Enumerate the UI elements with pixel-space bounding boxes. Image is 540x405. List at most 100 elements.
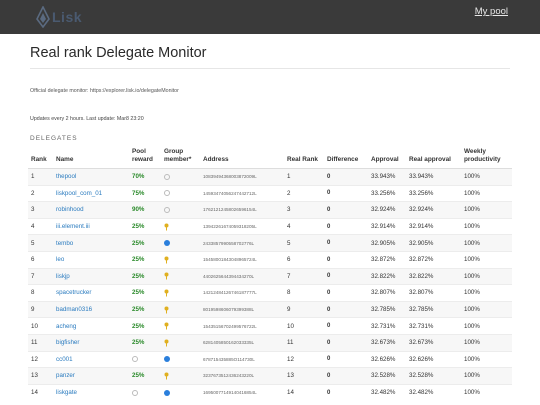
group-member-cell xyxy=(161,333,200,352)
name-cell: bigfisher xyxy=(53,333,129,352)
group-member-dot-icon xyxy=(164,240,170,247)
table-header-row: Rank Name Pool reward Group member* Addr… xyxy=(28,148,512,169)
delegate-link[interactable]: acheng xyxy=(56,322,77,330)
header-real-approval[interactable]: Real approval xyxy=(406,148,461,169)
pool-reward-value: 25% xyxy=(132,322,145,330)
group-member-cell xyxy=(161,284,200,302)
productivity-cell: 100% xyxy=(461,367,512,385)
difference-cell: 0 xyxy=(324,367,368,385)
difference-cell: 0 xyxy=(324,217,368,235)
header-group-member[interactable]: Group member* xyxy=(161,148,200,169)
pool-reward-cell: 25% xyxy=(129,217,161,235)
address-cell: 14212484126746187777L xyxy=(200,284,284,302)
delegate-link[interactable]: spacetrucker xyxy=(56,289,92,297)
difference-cell: 0 xyxy=(324,184,368,202)
header-approval[interactable]: Approval xyxy=(368,148,406,169)
real-approval-cell: 32.905% xyxy=(406,234,461,252)
group-member-cell xyxy=(161,217,200,235)
group-member-pin-icon xyxy=(164,306,169,314)
header-productivity[interactable]: Weekly productivity xyxy=(461,148,512,169)
address-cell: 14593474056247442712L xyxy=(200,184,284,202)
pool-reward-cell: 25% xyxy=(129,284,161,302)
pool-reward-empty-icon xyxy=(132,389,138,396)
name-cell: liskpool_com_01 xyxy=(53,184,129,202)
header-pool-reward[interactable]: Pool reward xyxy=(129,148,161,169)
approval-cell: 33.256% xyxy=(368,184,406,202)
productivity-cell: 100% xyxy=(461,234,512,252)
rank-cell: 8 xyxy=(28,284,53,302)
difference-cell: 0 xyxy=(324,250,368,269)
delegate-link[interactable]: robinhood xyxy=(56,206,84,214)
productivity-cell: 100% xyxy=(461,300,512,318)
real-approval-cell: 33.943% xyxy=(406,168,461,186)
productivity-cell: 100% xyxy=(461,250,512,269)
productivity-cell: 100% xyxy=(461,184,512,202)
difference-cell: 0 xyxy=(324,383,368,401)
header-real-rank[interactable]: Real Rank xyxy=(284,148,324,169)
group-member-empty-icon xyxy=(164,190,170,197)
table-row: 12 cc001 678715435885O114730L 12 0 32.626% 32.… xyxy=(28,350,512,368)
delegate-link[interactable]: liskgate xyxy=(56,389,77,397)
pool-reward-cell: 70% xyxy=(129,168,161,186)
delegate-link[interactable]: bigfisher xyxy=(56,339,80,347)
approval-cell: 33.943% xyxy=(368,168,406,186)
group-member-pin-icon xyxy=(164,256,169,264)
group-member-pin-icon xyxy=(164,372,169,380)
pool-reward-cell: 25% xyxy=(129,367,161,385)
address-cell: 17621212458026596154L xyxy=(200,201,284,219)
group-member-cell xyxy=(161,383,200,401)
rank-cell: 7 xyxy=(28,267,53,285)
table-row: 8 spacetrucker 25% 14212484126746187777L 8 0 3… xyxy=(28,284,512,302)
header-name[interactable]: Name xyxy=(53,148,129,169)
real-rank-cell: 5 xyxy=(284,234,324,252)
delegate-link[interactable]: cc001 xyxy=(56,355,73,363)
header-rank[interactable]: Rank xyxy=(28,148,53,169)
table-row: 3 robinhood 90% 17621212458026596154L 3 0 32.9… xyxy=(28,201,512,219)
brand-logo[interactable]: Lisk xyxy=(36,6,82,28)
difference-cell: 0 xyxy=(324,234,368,252)
group-member-empty-icon xyxy=(164,206,170,213)
pool-reward-value: 75% xyxy=(132,189,145,197)
group-member-cell xyxy=(161,201,200,219)
group-member-cell xyxy=(161,168,200,186)
delegate-link[interactable]: badman0316 xyxy=(56,306,93,314)
real-rank-cell: 10 xyxy=(284,317,324,335)
approval-cell: 32.673% xyxy=(368,333,406,352)
real-rank-cell: 9 xyxy=(284,300,324,318)
name-cell: robinhood xyxy=(53,201,129,219)
difference-cell: 0 xyxy=(324,317,368,335)
productivity-cell: 100% xyxy=(461,333,512,352)
approval-cell: 32.905% xyxy=(368,234,406,252)
real-approval-cell: 32.626% xyxy=(406,350,461,368)
real-approval-cell: 32.807% xyxy=(406,284,461,302)
delegate-link[interactable]: iii.element.iii xyxy=(56,223,90,231)
approval-cell: 32.731% xyxy=(368,317,406,335)
header-address[interactable]: Address xyxy=(200,148,284,169)
approval-cell: 32.482% xyxy=(368,383,406,401)
group-member-cell xyxy=(161,250,200,269)
pool-reward-cell xyxy=(129,383,161,401)
address-cell: 678715435885O114730L xyxy=(200,350,284,368)
divider xyxy=(30,68,510,69)
address-cell: 4402625644394434270L xyxy=(200,267,284,285)
header-difference[interactable]: Difference xyxy=(324,148,368,169)
delegate-link[interactable]: tembo xyxy=(56,239,74,247)
table-row: 14 liskgate 16950077149140416854L 14 0 32.482… xyxy=(28,383,512,401)
pool-reward-value: 25% xyxy=(132,306,145,314)
productivity-cell: 100% xyxy=(461,317,512,335)
delegate-link[interactable]: liskpool_com_01 xyxy=(56,189,103,197)
group-member-pin-icon xyxy=(164,223,169,231)
productivity-cell: 100% xyxy=(461,383,512,401)
my-pool-link[interactable]: My pool xyxy=(474,6,508,17)
real-approval-cell: 32.731% xyxy=(406,317,461,335)
delegate-link[interactable]: liskjp xyxy=(56,272,70,280)
address-cell: 13942261674059318205L xyxy=(200,217,284,235)
difference-cell: 0 xyxy=(324,333,368,352)
delegate-link[interactable]: thepool xyxy=(56,173,77,181)
table-row: 5 tembo 25% 2433857990558702776L 5 0 32.905% 32… xyxy=(28,234,512,252)
delegate-link[interactable]: panzer xyxy=(56,372,75,380)
group-member-pin-icon xyxy=(164,272,169,280)
delegate-link[interactable]: leo xyxy=(56,256,65,264)
difference-cell: 0 xyxy=(324,300,368,318)
real-approval-cell: 32.872% xyxy=(406,250,461,269)
